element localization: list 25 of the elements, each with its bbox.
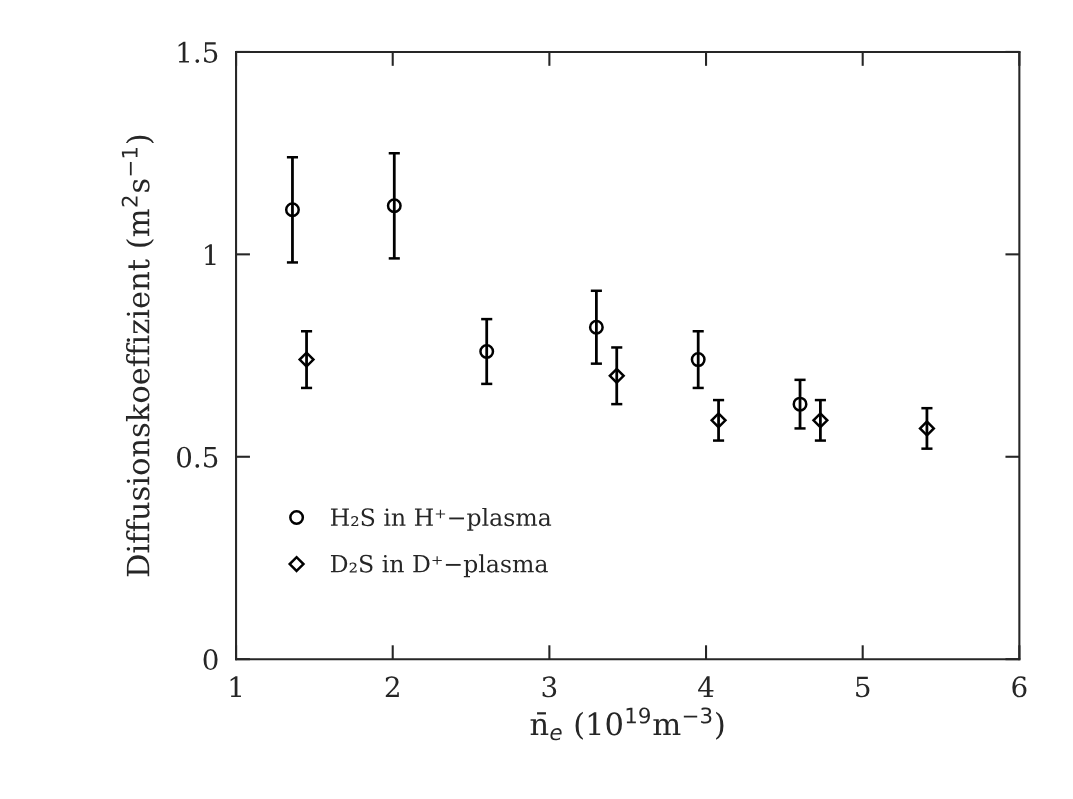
y-tick-label: 1 <box>205 244 216 265</box>
x-axis-title: n̄$_{e}$ (10$^{19}$m$^{−3}$) <box>530 707 724 741</box>
point <box>812 412 829 429</box>
x-tick-label: 3 <box>542 676 557 698</box>
point <box>792 396 808 412</box>
y-tick-label: 1.5 <box>178 41 218 63</box>
legend-label: H₂S in H⁺−plasma <box>330 507 552 531</box>
point <box>710 412 727 429</box>
point <box>690 352 706 368</box>
y-axis-title: Diffusionskoeffizient (m$^{2}$s$^{−1}$) <box>121 135 154 577</box>
y-tick-label: 0.5 <box>177 446 218 468</box>
x-tick-label: 1 <box>230 676 241 697</box>
point <box>386 198 402 214</box>
x-tick-label: 4 <box>698 676 714 697</box>
point <box>298 351 315 368</box>
point <box>479 344 495 360</box>
y-tick-label: 0 <box>203 649 218 671</box>
x-tick-label: 6 <box>1012 676 1027 698</box>
point <box>588 319 604 335</box>
legend-label: D₂S in D⁺−plasma <box>330 554 548 578</box>
point <box>608 367 625 384</box>
point <box>284 202 300 218</box>
point <box>918 420 936 437</box>
x-tick-label: 5 <box>856 676 870 698</box>
x-tick-label: 2 <box>385 676 399 697</box>
